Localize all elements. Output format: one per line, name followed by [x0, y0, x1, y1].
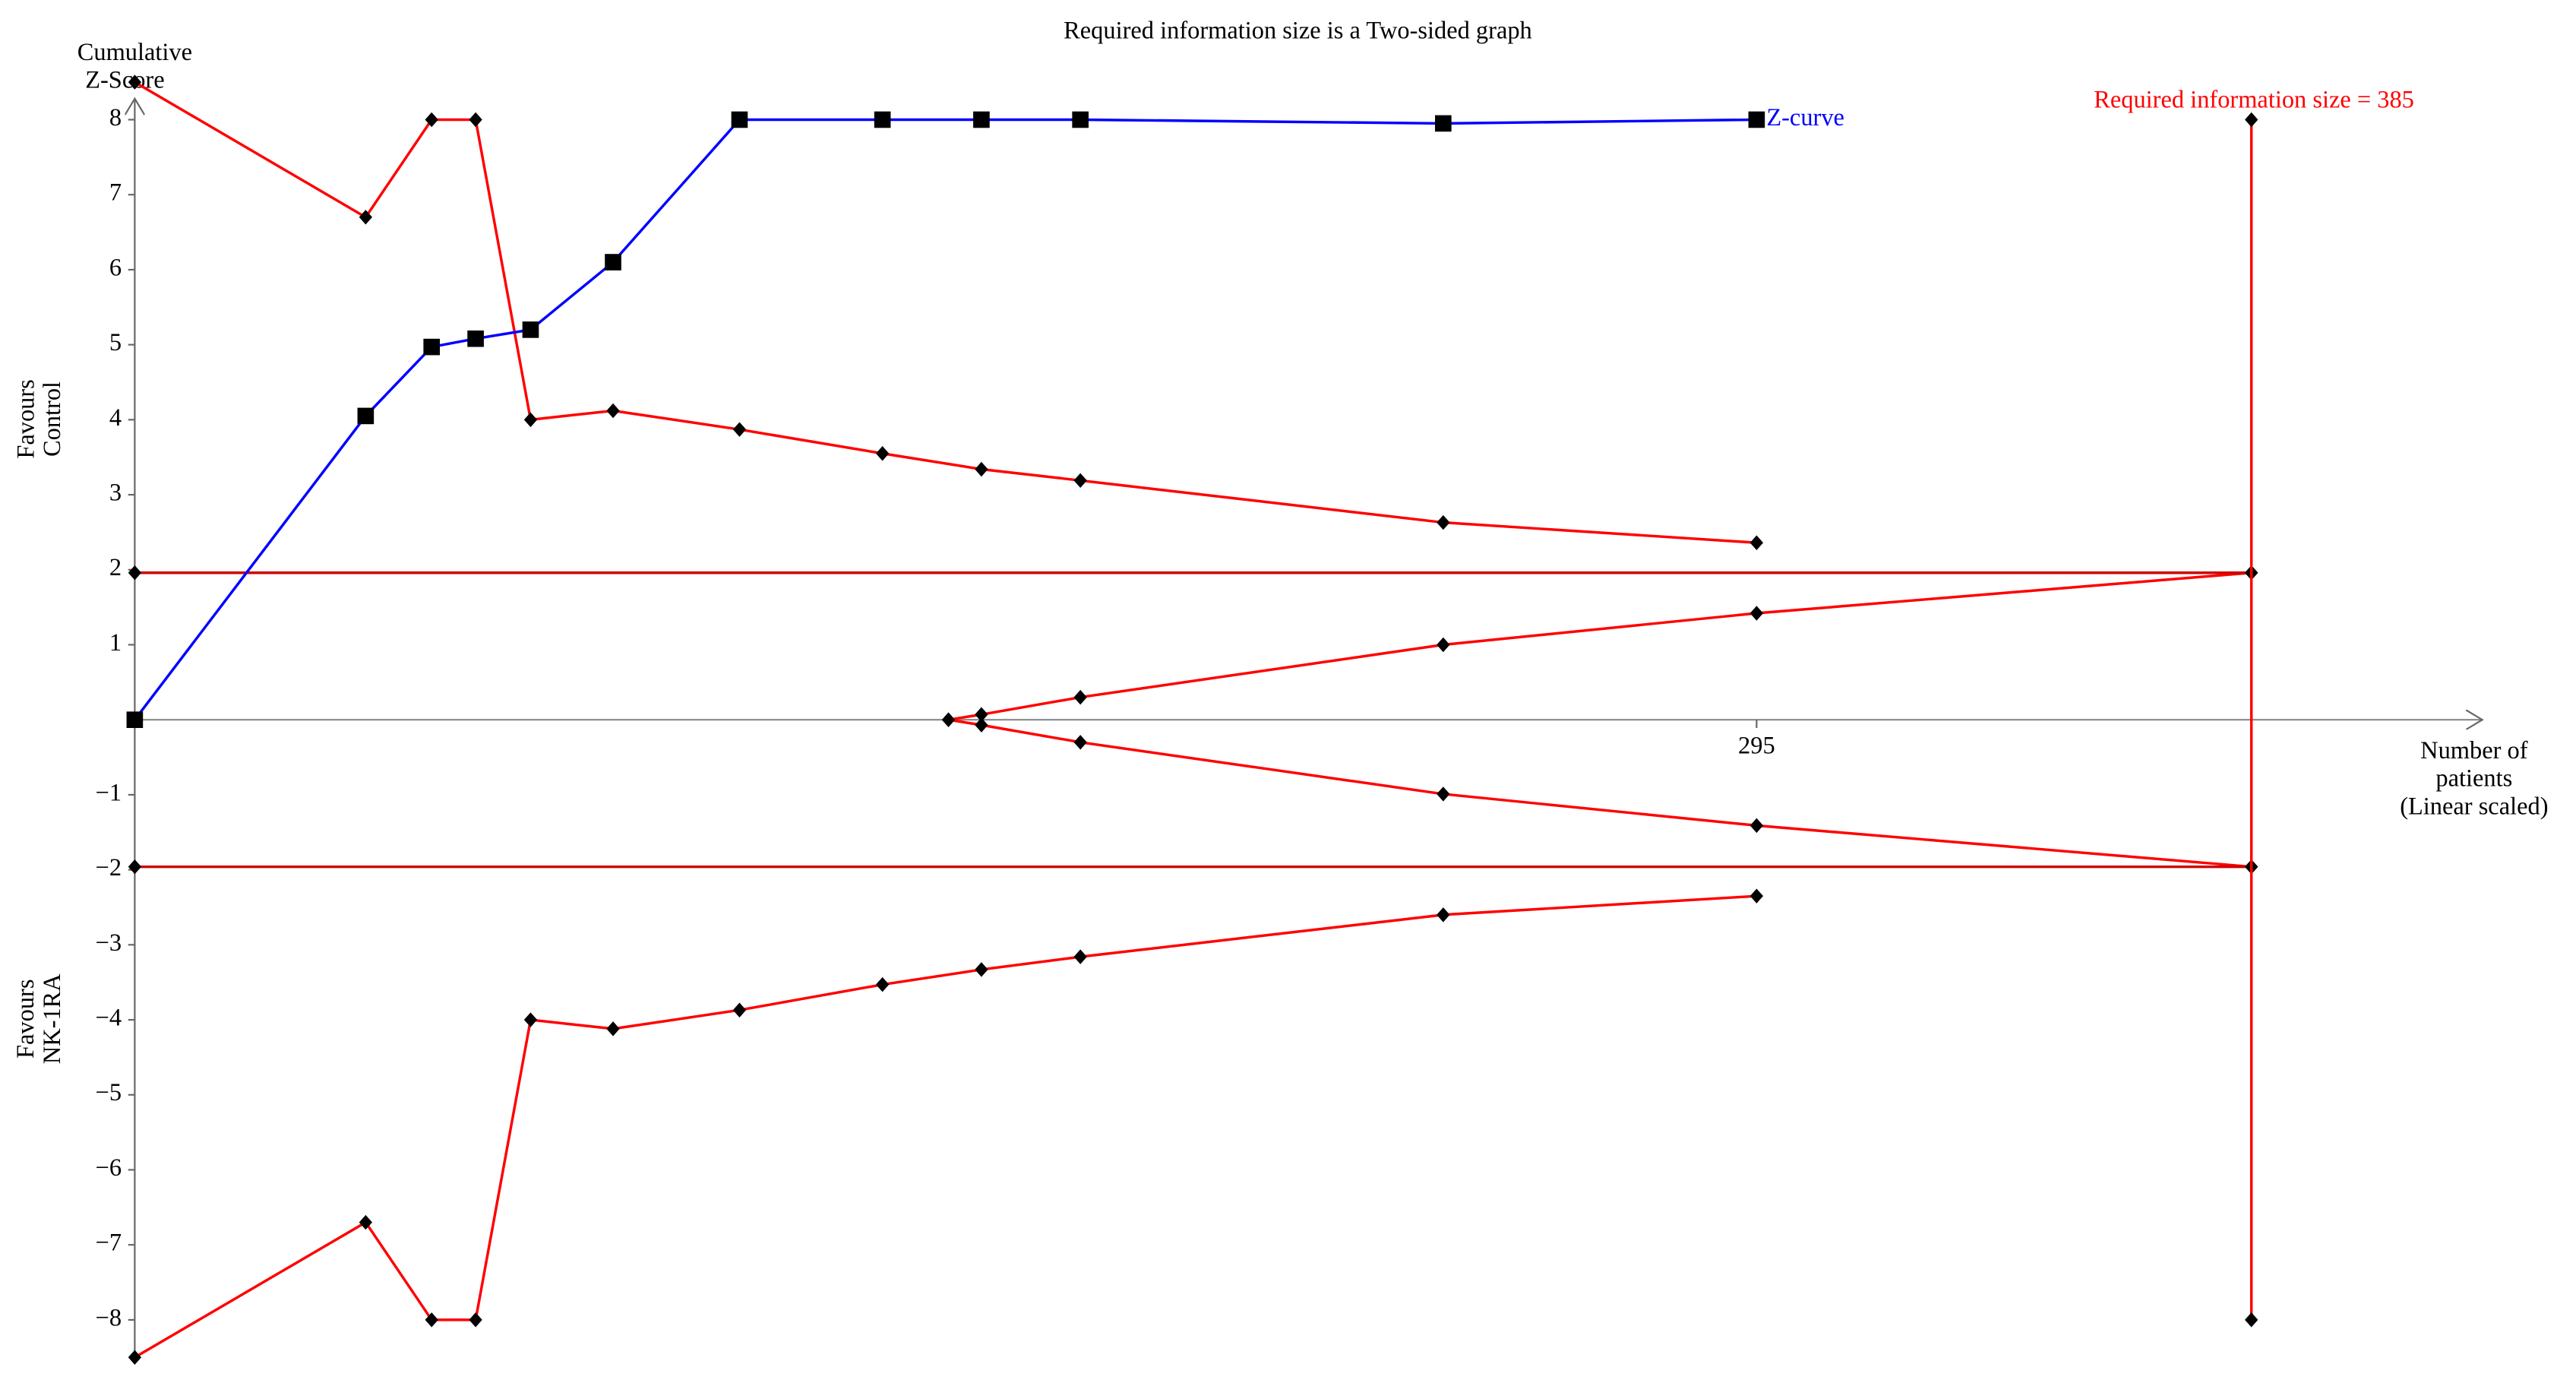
- boundary-point: [1073, 735, 1087, 750]
- z-point: [973, 111, 990, 128]
- boundary-point: [975, 461, 988, 477]
- z-point: [874, 111, 891, 128]
- boundary-point: [1073, 949, 1087, 964]
- y-tick-label: 3: [109, 479, 122, 506]
- boundary-point: [606, 1021, 620, 1036]
- boundary-point: [975, 962, 988, 977]
- boundary-point: [941, 712, 956, 727]
- boundary-point: [128, 1350, 142, 1365]
- boundary-point: [128, 565, 142, 581]
- boundary-point: [732, 422, 747, 437]
- favours-label: NK-1RA: [39, 973, 66, 1064]
- ris-annotation: Required information size = 385: [2094, 87, 2414, 114]
- boundary-point: [875, 976, 890, 992]
- boundary-point: [1437, 637, 1450, 653]
- boundary-point: [425, 112, 438, 128]
- boundary-point: [1073, 689, 1087, 705]
- boundary-line: [134, 81, 1757, 544]
- z-point: [1435, 115, 1452, 132]
- x-axis-label: (Linear scaled): [2400, 793, 2548, 820]
- z-point: [731, 111, 748, 128]
- y-tick-label: −3: [96, 929, 122, 957]
- boundary-point: [606, 403, 620, 419]
- z-point: [605, 254, 621, 271]
- boundary-point: [1073, 473, 1087, 489]
- boundary-point: [469, 1312, 482, 1328]
- boundary-point: [523, 412, 538, 428]
- chart-title: Required information size is a Two-sided…: [1064, 17, 1532, 45]
- y-tick-label: 1: [109, 629, 122, 657]
- x-tick-label: 295: [1738, 732, 1775, 759]
- favours-label: Control: [39, 381, 66, 457]
- boundary-point: [875, 446, 890, 461]
- z-point: [1072, 111, 1089, 128]
- y-tick-label: −1: [96, 779, 122, 806]
- z-curve: [134, 118, 1757, 721]
- z-point: [126, 711, 144, 729]
- y-tick-label: −7: [96, 1230, 122, 1257]
- boundary-point: [1749, 535, 1764, 550]
- y-axis-label: Z-Score: [85, 67, 164, 94]
- y-tick-label: −8: [96, 1304, 122, 1331]
- y-tick-label: 4: [109, 404, 122, 432]
- y-tick-label: 5: [109, 329, 122, 356]
- series-label: Z-curve: [1766, 104, 1844, 131]
- favours-label: Favours: [12, 379, 40, 458]
- boundary-point: [523, 1012, 538, 1027]
- boundary-point: [359, 1214, 373, 1230]
- boundary-point: [128, 859, 142, 875]
- boundary-point: [1749, 818, 1764, 834]
- z-point: [467, 330, 484, 347]
- boundary-point: [1749, 888, 1764, 904]
- x-axis-label: patients: [2435, 765, 2512, 793]
- y-tick-label: −4: [96, 1004, 122, 1031]
- boundary-point: [359, 210, 373, 225]
- boundary-point: [732, 1002, 747, 1017]
- boundary-point: [2245, 1312, 2258, 1328]
- x-axis-label: Number of: [2420, 737, 2528, 764]
- y-tick-label: 8: [109, 104, 122, 131]
- z-point: [423, 338, 441, 356]
- favours-label: Favours: [12, 979, 40, 1059]
- z-point: [357, 407, 375, 425]
- boundary-line: [134, 894, 1757, 1359]
- boundary-point: [1437, 786, 1450, 802]
- boundary-line: [948, 571, 2252, 721]
- boundary-point: [1749, 606, 1764, 621]
- boundary-point: [1437, 514, 1450, 530]
- boundary-point: [1437, 907, 1450, 923]
- boundary-point: [2245, 112, 2258, 128]
- y-tick-label: 6: [109, 254, 122, 281]
- boundary-line: [948, 718, 2252, 869]
- z-point: [1748, 111, 1765, 128]
- y-tick-label: −6: [96, 1154, 122, 1182]
- y-tick-label: −5: [96, 1079, 122, 1106]
- z-point: [522, 321, 539, 338]
- y-tick-label: −2: [96, 854, 122, 881]
- boundary-point: [469, 112, 482, 128]
- y-axis-label: Cumulative: [77, 39, 192, 66]
- y-tick-label: 7: [109, 179, 122, 207]
- y-tick-label: 2: [109, 554, 122, 581]
